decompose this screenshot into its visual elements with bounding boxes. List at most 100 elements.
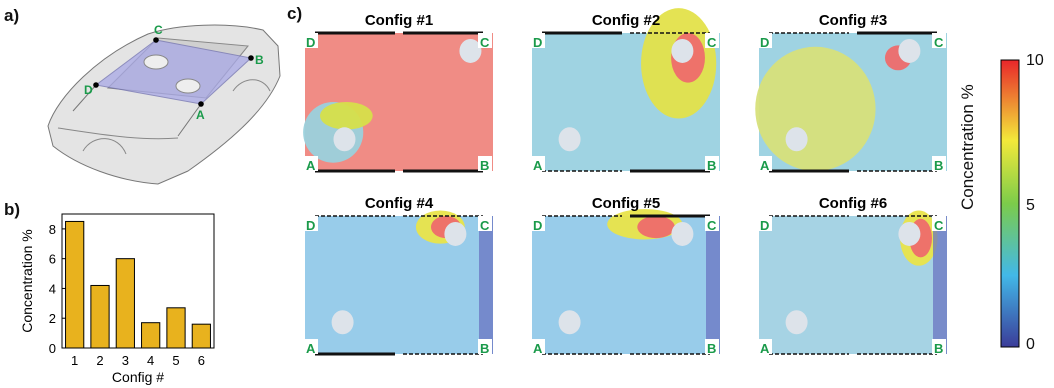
y-tick-label: 2	[49, 311, 56, 326]
x-tick-label: 6	[198, 353, 205, 368]
x-tick-label: 4	[147, 353, 154, 368]
corner-label-bg	[478, 216, 492, 231]
corner-label: C	[934, 218, 944, 233]
corner-label-bg	[932, 339, 946, 354]
corner-label: B	[480, 158, 489, 173]
corner-label-d: D	[84, 83, 93, 97]
corner-dot-d	[93, 82, 99, 88]
heatmap-title: Config #3	[819, 12, 887, 29]
occupant-head	[671, 38, 694, 63]
concentration-region	[415, 210, 465, 244]
concentration-region	[607, 209, 683, 240]
panel-label-a: a)	[4, 6, 20, 25]
bar-config-4	[141, 322, 161, 349]
corner-label: C	[707, 35, 717, 50]
corner-label-bg	[932, 33, 946, 48]
corner-label-bg	[758, 156, 772, 171]
corner-label-bg	[304, 339, 318, 354]
corner-label-bg	[758, 216, 772, 231]
low-concentration-edge	[479, 216, 493, 354]
heatmap-config-3	[759, 33, 947, 171]
heatmap-config-4	[305, 216, 493, 354]
corner-label: D	[533, 35, 542, 50]
bar-config-6	[191, 323, 211, 349]
corner-label-bg	[932, 156, 946, 171]
colorbar-title: Concentration %	[958, 84, 977, 210]
corner-label: C	[480, 35, 490, 50]
corner-label-bg	[531, 156, 545, 171]
corner-label: D	[760, 218, 769, 233]
corner-label-bg	[705, 216, 719, 231]
corner-label-bg	[705, 156, 719, 171]
panel-label-c: c)	[287, 4, 303, 23]
colorbar-min-label: 0	[1026, 336, 1035, 353]
corner-dot-c	[153, 37, 159, 43]
corner-label: D	[760, 35, 769, 50]
corner-label: C	[707, 218, 717, 233]
car-wheel-arch	[82, 138, 127, 155]
corner-label: A	[306, 158, 316, 173]
x-tick-label: 3	[122, 353, 129, 368]
corner-label: B	[934, 341, 943, 356]
corner-label-b: B	[255, 53, 264, 67]
x-tick-label: 5	[172, 353, 179, 368]
colorbar-max-label: 10	[1026, 52, 1044, 69]
car-hood-line	[57, 127, 179, 140]
car-illustration: A B C D	[47, 23, 281, 185]
car-windshield-line	[72, 84, 202, 137]
occupant-head	[444, 221, 467, 246]
heatmap-title: Config #2	[592, 12, 660, 29]
corner-label-bg	[304, 156, 318, 171]
corner-label-bg	[531, 216, 545, 231]
corner-dot-a	[198, 101, 204, 107]
x-tick-label: 2	[96, 353, 103, 368]
corner-label-bg	[478, 156, 492, 171]
corner-label-bg	[304, 216, 318, 231]
occupant-head	[558, 127, 581, 152]
corner-label-bg	[932, 216, 946, 231]
corner-label: C	[934, 35, 944, 50]
corner-label-bg	[705, 339, 719, 354]
heatmap-config-6	[759, 216, 947, 354]
corner-label: D	[306, 218, 315, 233]
corner-label: A	[760, 341, 770, 356]
low-concentration-edge	[933, 216, 947, 354]
corner-label: B	[707, 158, 716, 173]
corner-label-a: A	[196, 108, 205, 122]
heatmap-title: Config #4	[365, 195, 434, 212]
concentration-region	[884, 45, 912, 71]
concentration-region	[320, 102, 373, 130]
heatmap-title: Config #1	[365, 12, 433, 29]
bar-config-3	[115, 258, 135, 349]
corner-dot-b	[248, 55, 254, 61]
occupant-head	[785, 127, 808, 152]
x-tick-label: 1	[71, 353, 78, 368]
corner-label: A	[306, 341, 316, 356]
corner-label: B	[934, 158, 943, 173]
bar-chart: 0 2 4 6 8 1 2 3 4 5 6 Config # Concentration %	[19, 213, 215, 385]
corner-label: A	[533, 158, 543, 173]
corner-label-bg	[758, 339, 772, 354]
colorbar	[1000, 59, 1020, 348]
corner-label-bg	[531, 339, 545, 354]
corner-label-bg	[304, 33, 318, 48]
corner-label: B	[480, 341, 489, 356]
occupant-head	[331, 310, 354, 335]
y-tick-label: 8	[49, 222, 56, 237]
occupant-head	[459, 38, 482, 63]
corner-label-bg	[531, 33, 545, 48]
corner-label: D	[306, 35, 315, 50]
car-seat	[175, 78, 201, 94]
concentration-region	[641, 8, 717, 119]
concentration-region	[637, 216, 675, 239]
occupant-head	[671, 221, 694, 246]
occupant-head	[898, 221, 921, 246]
concentration-region	[430, 216, 462, 239]
concentration-region	[755, 46, 876, 171]
car-wheel-arch	[232, 79, 271, 92]
corner-label-bg	[705, 33, 719, 48]
corner-label: D	[533, 218, 542, 233]
corner-label-bg	[478, 339, 492, 354]
y-tick-label: 4	[49, 281, 56, 296]
corner-label-bg	[478, 33, 492, 48]
